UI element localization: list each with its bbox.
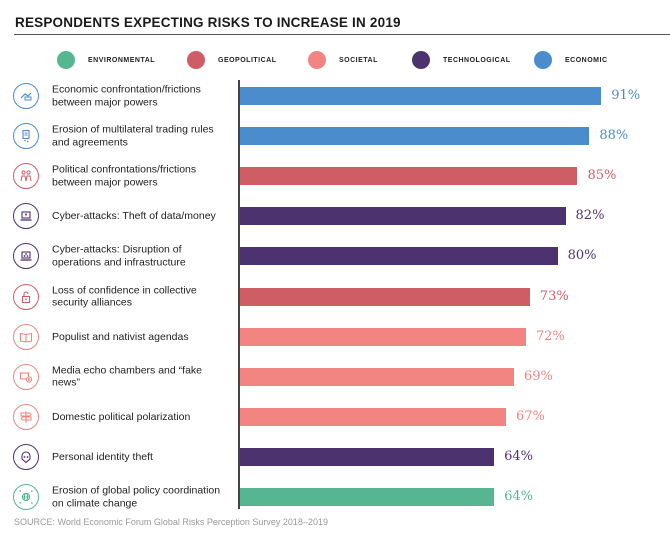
bar — [240, 87, 602, 105]
legend-swatch-economic — [534, 51, 552, 69]
legend-label: ENVIRONMENTAL — [88, 56, 156, 64]
category-label: Cyber-attacks: Theft of data/money — [52, 210, 216, 223]
chart-title: RESPONDENTS EXPECTING RISKS TO INCREASE … — [15, 15, 401, 30]
legend-label: ECONOMIC — [565, 56, 608, 64]
data-label: 91% — [611, 88, 641, 103]
category-label: Loss of confidence in collective securit… — [52, 284, 197, 309]
category-label: Personal identity theft — [52, 450, 153, 463]
data-label: 88% — [599, 128, 629, 144]
bar — [240, 127, 590, 146]
category-label: Erosion of global policy coordination on… — [52, 484, 221, 510]
chart-row: Erosion of global policy coordination on… — [0, 477, 670, 517]
bar — [240, 367, 514, 386]
chart-row: Populist and nativist agendas 72% — [0, 317, 670, 357]
category-label: Domestic political polarization — [52, 410, 191, 423]
legend-item-geopolitical: GEOPOLITICAL — [187, 51, 277, 69]
chart-row: Loss of confidence in collective securit… — [0, 277, 670, 317]
legend-item-economic: ECONOMIC — [534, 51, 608, 69]
chart-row: Economic confrontation/frictions between… — [0, 76, 670, 116]
legend-label: SOCIETAL — [339, 56, 378, 64]
laptop-network-icon — [13, 243, 39, 270]
bar — [240, 327, 526, 346]
trade-rules-document-icon — [13, 123, 39, 150]
category-label: Political confrontations/frictions betwe… — [52, 163, 197, 189]
legend: ENVIRONMENTAL GEOPOLITICAL SOCIETAL TECH… — [0, 51, 670, 69]
category-label: Cyber-attacks: Disruption of operations … — [52, 243, 186, 269]
legend-item-environmental: ENVIRONMENTAL — [57, 51, 155, 69]
chart-row: Cyber-attacks: Theft of data/money 82% — [0, 196, 670, 236]
legend-swatch-societal — [308, 51, 326, 69]
y-axis-line — [238, 80, 240, 509]
category-label: Media echo chambers and “fake news” — [52, 364, 202, 389]
bar — [240, 447, 495, 466]
hacker-identity-icon — [13, 443, 39, 470]
unlocked-padlock-icon — [13, 283, 39, 310]
source-note: SOURCE: World Economic Forum Global Risk… — [14, 517, 328, 527]
legend-swatch-technological — [412, 51, 430, 69]
data-label: 82% — [575, 208, 605, 224]
data-label: 73% — [539, 288, 569, 304]
bar — [240, 247, 558, 266]
media-screen-cross-icon — [13, 363, 39, 390]
legend-swatch-environmental — [57, 51, 75, 69]
title-divider — [14, 34, 670, 35]
globe-coordination-icon — [13, 484, 39, 510]
political-confrontation-icon — [13, 163, 39, 190]
legend-label: GEOPOLITICAL — [218, 56, 277, 64]
legend-label: TECHNOLOGICAL — [443, 56, 511, 64]
trade-friction-icon — [13, 83, 39, 109]
legend-swatch-geopolitical — [187, 51, 205, 69]
data-label: 67% — [515, 408, 545, 424]
bar — [240, 167, 578, 186]
category-label: Erosion of multilateral trading rules an… — [52, 123, 214, 149]
chart-row: Personal identity theft 64% — [0, 437, 670, 477]
legend-item-technological: TECHNOLOGICAL — [412, 51, 511, 69]
chart-row: Domestic political polarization 67% — [0, 397, 670, 437]
laptop-theft-icon — [13, 203, 39, 230]
open-book-icon — [13, 323, 39, 350]
data-label: 64% — [504, 448, 533, 464]
chart-row: Political confrontations/frictions betwe… — [0, 156, 670, 196]
data-label: 72% — [535, 328, 565, 344]
bar — [240, 488, 495, 506]
legend-item-societal: SOCIETAL — [308, 51, 378, 69]
chart-row: Erosion of multilateral trading rules an… — [0, 116, 670, 156]
bar — [240, 287, 530, 306]
signpost-icon — [13, 403, 39, 430]
chart-row: Cyber-attacks: Disruption of operations … — [0, 236, 670, 276]
bar — [240, 207, 566, 226]
chart-row: Media echo chambers and “fake news” 69% — [0, 357, 670, 397]
category-label: Populist and nativist agendas — [52, 330, 189, 343]
bar — [240, 407, 506, 426]
data-label: 80% — [567, 248, 597, 264]
data-label: 64% — [504, 489, 533, 504]
category-label: Economic confrontation/frictions between… — [52, 83, 201, 109]
data-label: 69% — [523, 368, 553, 384]
data-label: 85% — [587, 168, 617, 184]
